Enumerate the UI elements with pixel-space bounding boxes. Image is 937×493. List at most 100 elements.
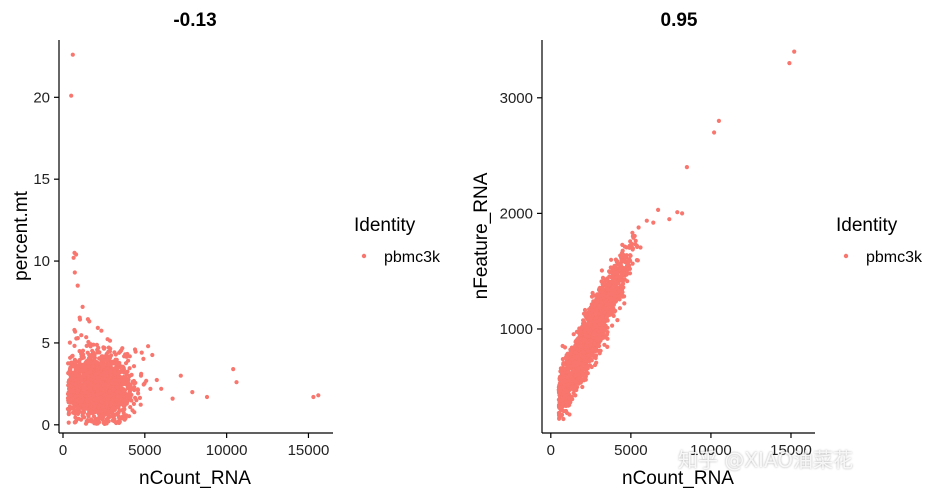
panel2-point xyxy=(624,268,630,273)
panel1-point xyxy=(71,404,76,410)
panel1-point xyxy=(74,336,79,341)
panel2-point xyxy=(590,332,595,337)
panel1-point xyxy=(122,376,128,381)
panel1-point xyxy=(141,382,146,387)
panel1-point xyxy=(88,388,93,393)
panel2-point xyxy=(557,405,562,410)
panel1-point xyxy=(77,361,82,366)
panel2-point xyxy=(582,329,587,334)
panel2-point xyxy=(558,366,564,371)
panel1-point xyxy=(121,404,127,409)
panel2-point xyxy=(630,261,635,266)
panel2-point xyxy=(573,343,578,348)
panel1-point xyxy=(102,393,107,398)
panel2-point xyxy=(590,290,595,296)
panel1-point xyxy=(85,360,91,365)
panel1-point xyxy=(99,400,104,405)
panel2-point xyxy=(585,321,590,326)
panel1-point xyxy=(80,396,85,401)
panel1-point xyxy=(131,364,137,369)
panel1-point xyxy=(123,361,129,366)
panel2-point xyxy=(638,245,643,250)
panel2-point xyxy=(593,307,598,312)
panel1-point xyxy=(114,385,119,390)
panel1-outlier-point xyxy=(311,394,316,400)
panel1-legend-entry: pbmc3k xyxy=(384,249,441,266)
panel1-point xyxy=(111,387,116,392)
panel1-point xyxy=(113,378,118,383)
panel2-point xyxy=(597,318,602,323)
panel2-legend-entry: pbmc3k xyxy=(866,249,923,266)
panel2-outlier-point xyxy=(716,118,722,123)
panel1-point xyxy=(99,390,104,396)
panel1-point xyxy=(109,380,114,386)
panel2-point xyxy=(568,400,573,405)
panel1-y-tick-label: 5 xyxy=(42,335,50,352)
panel2-point xyxy=(605,336,610,341)
panel1-point xyxy=(95,350,100,355)
panel2-point xyxy=(600,275,606,280)
panel2-outlier-point xyxy=(684,165,690,170)
panel1-point xyxy=(78,417,84,422)
panel1-point xyxy=(128,382,133,387)
panel1-point xyxy=(154,377,159,383)
panel2-point xyxy=(590,308,595,313)
panel1-point xyxy=(95,396,100,401)
panel2-point xyxy=(571,363,576,368)
panel2-legend-key xyxy=(843,253,849,259)
panel1-point xyxy=(95,392,100,397)
panel1-point xyxy=(71,364,76,369)
panel1-point xyxy=(113,420,118,425)
panel1-point xyxy=(130,386,135,391)
panel1-point xyxy=(148,386,153,391)
panel2-points xyxy=(556,49,797,422)
panel1-point xyxy=(127,391,132,396)
panel1-point xyxy=(114,358,119,363)
panel2-point xyxy=(585,349,591,354)
panel2-point xyxy=(616,288,622,294)
panel2-point xyxy=(594,336,599,341)
panel2-point xyxy=(584,343,589,348)
panel1-point xyxy=(66,420,71,425)
panel1-point xyxy=(68,376,73,381)
panel1-point xyxy=(129,372,134,377)
panel2-point xyxy=(561,362,566,367)
panel2-point xyxy=(585,371,590,376)
panel1-x-tick-label: 10000 xyxy=(206,442,248,459)
panel2-point xyxy=(565,351,570,356)
panel2-point xyxy=(565,375,570,380)
panel2-point xyxy=(620,272,625,277)
panel2-y-tick-label: 3000 xyxy=(500,90,533,107)
panel2-point xyxy=(597,322,603,327)
panel2-point xyxy=(580,372,585,377)
panel2-point xyxy=(556,410,562,416)
panel1-outlier-point xyxy=(146,344,151,349)
panel2-point xyxy=(589,339,594,344)
panel1-y-tick-label: 20 xyxy=(33,89,50,106)
panel1-outlier-point xyxy=(190,390,195,395)
panel1-point xyxy=(123,400,128,405)
panel2-point xyxy=(568,351,573,356)
panel2-point xyxy=(571,332,576,337)
panel2-point xyxy=(607,282,612,287)
panel1-point xyxy=(96,416,101,421)
panel2-point xyxy=(610,323,615,328)
panel1-point xyxy=(79,351,84,356)
panel1-point xyxy=(99,414,104,419)
panel2-point xyxy=(561,416,566,422)
panel2-point xyxy=(618,266,623,271)
panel1-outlier-point xyxy=(204,394,210,400)
panel2-point xyxy=(586,353,591,358)
panel1-point xyxy=(96,409,101,414)
panel2-point xyxy=(599,328,604,333)
panel1-point xyxy=(80,411,85,416)
panel1-outlier-point xyxy=(178,373,183,378)
panel1-y-label: percent.mt xyxy=(11,190,32,280)
panel1-point xyxy=(115,394,120,399)
panel1-outlier-point xyxy=(132,347,138,352)
panel2-point xyxy=(570,376,575,381)
panel1-point xyxy=(120,408,125,413)
panel1-point xyxy=(86,374,91,379)
panel2-y-label: nFeature_RNA xyxy=(471,172,492,299)
panel1-point xyxy=(95,383,100,388)
